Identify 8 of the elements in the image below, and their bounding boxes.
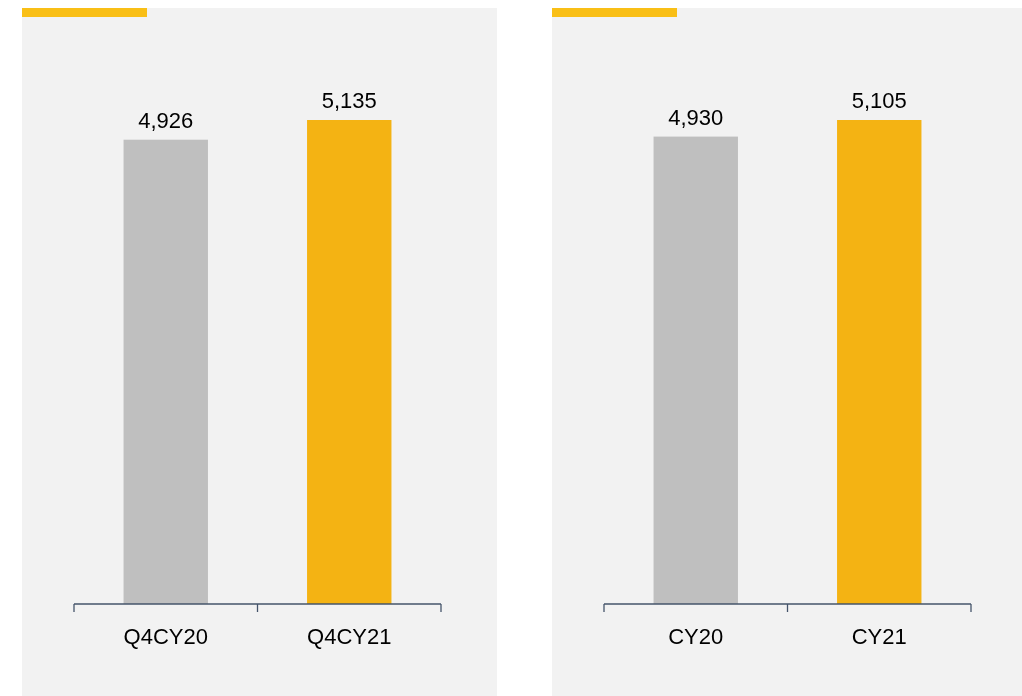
x-tick-label: Q4CY20 <box>123 624 208 649</box>
x-tick-label: Q4CY21 <box>307 624 392 649</box>
data-label: 4,926 <box>138 107 194 133</box>
data-label: 5,135 <box>321 88 377 113</box>
data-label: 5,105 <box>851 88 907 113</box>
x-tick-label: CY21 <box>851 624 907 649</box>
data-label: 4,930 <box>668 104 724 130</box>
x-tick-label: CY20 <box>668 624 724 649</box>
